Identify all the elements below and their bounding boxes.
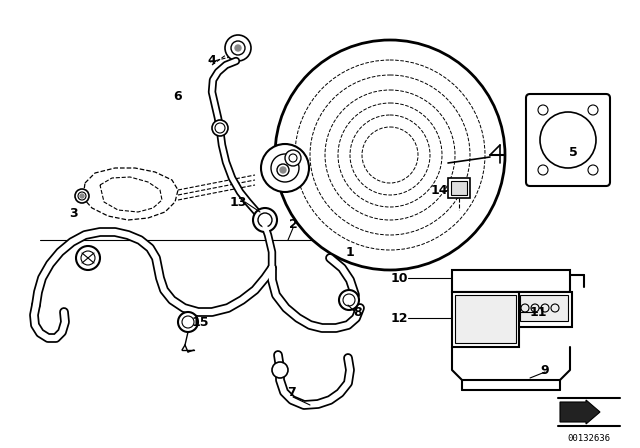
Circle shape xyxy=(235,45,241,51)
Text: 2: 2 xyxy=(289,217,298,231)
Circle shape xyxy=(339,290,359,310)
Circle shape xyxy=(275,40,505,270)
Text: 9: 9 xyxy=(541,363,549,376)
Text: 3: 3 xyxy=(68,207,77,220)
Circle shape xyxy=(76,246,100,270)
Bar xyxy=(451,181,467,195)
Circle shape xyxy=(212,120,228,136)
Text: 15: 15 xyxy=(191,315,209,328)
Circle shape xyxy=(178,312,198,332)
Bar xyxy=(452,270,570,292)
Text: 11: 11 xyxy=(529,306,547,319)
Text: 6: 6 xyxy=(173,90,182,103)
Circle shape xyxy=(280,167,286,173)
Text: 10: 10 xyxy=(390,271,408,284)
Bar xyxy=(520,295,568,321)
Bar xyxy=(452,292,519,347)
Circle shape xyxy=(80,194,84,198)
FancyBboxPatch shape xyxy=(526,94,610,186)
Text: 7: 7 xyxy=(287,385,296,399)
Text: 5: 5 xyxy=(568,146,577,159)
Text: 12: 12 xyxy=(390,311,408,324)
Circle shape xyxy=(272,362,288,378)
Circle shape xyxy=(225,35,251,61)
Text: 00132636: 00132636 xyxy=(568,434,611,443)
Text: 4: 4 xyxy=(207,53,216,66)
Bar xyxy=(448,178,470,198)
Polygon shape xyxy=(560,400,600,424)
Text: 13: 13 xyxy=(229,195,246,208)
Circle shape xyxy=(285,150,301,166)
Circle shape xyxy=(253,208,277,232)
Bar xyxy=(517,292,572,327)
Text: 1: 1 xyxy=(346,246,355,258)
Circle shape xyxy=(75,189,89,203)
Circle shape xyxy=(261,144,309,192)
Bar xyxy=(455,295,516,343)
Text: 8: 8 xyxy=(354,306,362,319)
Text: 14: 14 xyxy=(431,184,448,197)
